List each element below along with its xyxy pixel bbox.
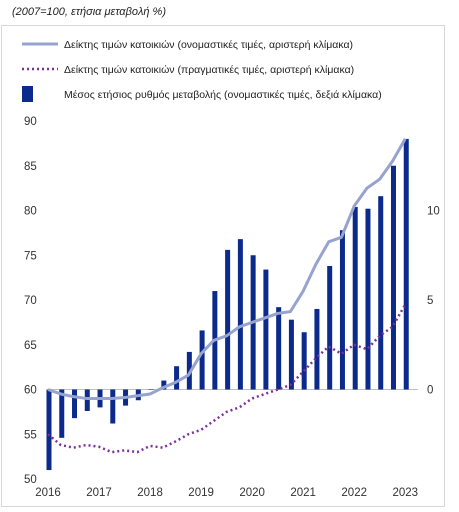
bar-annual-change (352, 206, 358, 390)
line-nominal-price-index (47, 138, 407, 400)
bar-annual-change (301, 332, 307, 390)
x-axis-tick-label: 2018 (137, 487, 163, 499)
left-axis-tick-label: 70 (24, 295, 37, 307)
bar-series (46, 138, 409, 471)
bar-annual-change (403, 138, 409, 390)
legend-item-label: Δείκτης τιμών κατοικιών (ονομαστικές τιμ… (64, 39, 353, 51)
chart-frame (1, 25, 445, 507)
bar-annual-change (110, 389, 116, 424)
x-axis-tick-label: 2019 (188, 487, 214, 499)
legend-swatch-bar (22, 86, 33, 102)
x-axis-tick-label: 2016 (35, 487, 61, 499)
bar-annual-change (237, 239, 243, 390)
bar-annual-change (199, 330, 205, 390)
right-axis-tick-label: 5 (427, 295, 433, 307)
bar-annual-change (263, 269, 269, 390)
left-axis-tick-label: 50 (24, 474, 37, 486)
chart-subtitle: (2007=100, ετήσια μεταβολή %) (12, 6, 166, 18)
bar-annual-change (276, 307, 282, 390)
bar-annual-change (314, 308, 320, 390)
bar-annual-change (327, 265, 333, 390)
left-axis-tick-label: 85 (24, 161, 37, 173)
bar-annual-change (174, 366, 180, 390)
bar-annual-change (378, 196, 384, 390)
line-series (47, 138, 407, 454)
legend-item-label: Μέσος ετήσιος ρυθμός μεταβολής (ονομαστι… (64, 89, 382, 101)
bar-annual-change (148, 389, 154, 390)
left-axis-tick-label: 75 (24, 250, 37, 262)
x-axis-tick-label: 2017 (86, 487, 112, 499)
bar-annual-change (390, 165, 396, 390)
bar-annual-change (161, 380, 167, 390)
line-real-price-index (47, 303, 407, 454)
bar-annual-change (288, 319, 294, 390)
right-axis-tick-label: 0 (427, 385, 433, 397)
left-axis-tick-label: 65 (24, 340, 37, 352)
x-axis-tick-label: 2023 (392, 487, 418, 499)
axis-ticks: 50 55 60 65 70 75 80 85 90 0 5 10 2016 2017 2018 2019 20… (24, 116, 440, 499)
bar-annual-change (46, 389, 52, 471)
x-axis-tick-label: 2022 (341, 487, 367, 499)
bar-annual-change (72, 389, 78, 419)
left-axis-tick-label: 55 (24, 429, 37, 441)
bar-annual-change (84, 389, 90, 411)
left-axis-tick-label: 90 (24, 116, 37, 128)
left-axis-tick-label: 60 (24, 385, 37, 397)
x-axis-tick-label: 2020 (239, 487, 265, 499)
bar-annual-change (59, 389, 65, 438)
legend-item-label: Δείκτης τιμών κατοικιών (πραγματικές τιμ… (64, 64, 354, 76)
bar-annual-change (225, 249, 231, 390)
left-axis-tick-label: 80 (24, 206, 37, 218)
right-axis-tick-label: 10 (427, 206, 440, 218)
legend: Δείκτης τιμών κατοικιών (ονομαστικές τιμ… (22, 39, 382, 102)
x-axis-tick-label: 2021 (290, 487, 316, 499)
bar-annual-change (365, 208, 371, 390)
bar-annual-change (339, 230, 345, 390)
